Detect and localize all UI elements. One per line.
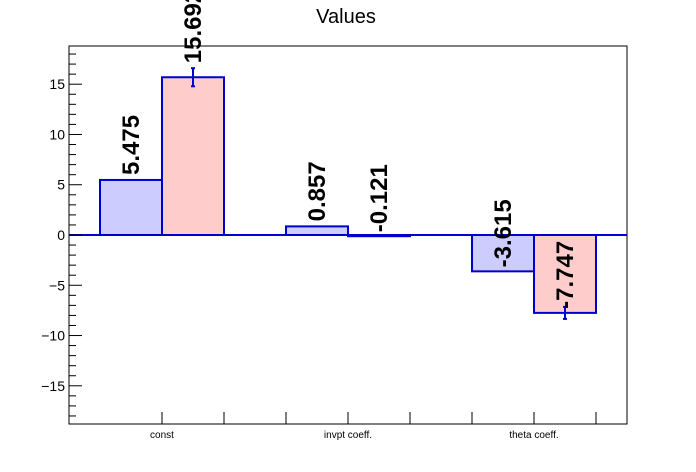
y-tick-label: −10 bbox=[41, 328, 65, 344]
data-label: -0.121 bbox=[366, 164, 393, 232]
data-labels: 5.475 0.857 -3.615 15.692 -0.121 -7.747 bbox=[118, 0, 579, 309]
data-label: 15.692 bbox=[180, 0, 207, 63]
y-tick-label: 15 bbox=[49, 76, 65, 92]
data-label: -3.615 bbox=[490, 199, 517, 267]
y-tick-label: 10 bbox=[49, 126, 65, 142]
category-label: invpt coeff. bbox=[324, 430, 372, 441]
bar-blue-0 bbox=[99, 178, 163, 236]
category-label: theta coeff. bbox=[509, 430, 558, 441]
y-tick-label: −5 bbox=[49, 277, 65, 293]
category-label: const bbox=[150, 430, 174, 441]
data-label: 0.857 bbox=[304, 161, 331, 221]
chart-title: Values bbox=[316, 6, 376, 28]
bars bbox=[69, 67, 627, 320]
y-tick-label: 0 bbox=[57, 227, 65, 243]
bar-blue-1 bbox=[285, 225, 349, 236]
y-tick-label: 5 bbox=[57, 177, 65, 193]
bar-red-2 bbox=[533, 234, 597, 314]
data-label: 5.475 bbox=[118, 115, 145, 175]
data-label: -7.747 bbox=[552, 241, 579, 309]
y-tick-label: −15 bbox=[41, 378, 65, 394]
bar-red-0 bbox=[161, 76, 225, 236]
axis-ticks: −15 −10 −5 0 5 10 15 const invpt coeff. theta coe… bbox=[41, 53, 597, 441]
